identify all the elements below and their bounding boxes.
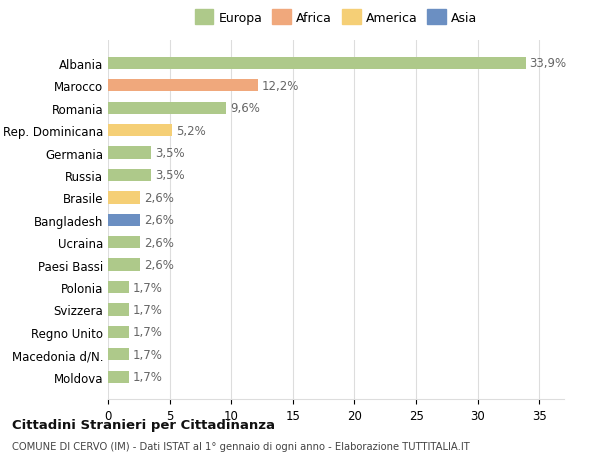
Bar <box>108 169 151 182</box>
Text: 12,2%: 12,2% <box>262 79 299 93</box>
Bar <box>108 214 140 226</box>
Bar <box>108 102 226 115</box>
Bar <box>108 57 526 70</box>
Text: 3,5%: 3,5% <box>155 147 184 160</box>
Bar <box>108 281 129 294</box>
Text: 1,7%: 1,7% <box>133 303 163 316</box>
Text: 33,9%: 33,9% <box>529 57 566 70</box>
Legend: Europa, Africa, America, Asia: Europa, Africa, America, Asia <box>192 8 480 28</box>
Text: 3,5%: 3,5% <box>155 169 184 182</box>
Bar <box>108 147 151 159</box>
Text: 5,2%: 5,2% <box>176 124 206 137</box>
Text: 1,7%: 1,7% <box>133 370 163 383</box>
Bar <box>108 348 129 361</box>
Bar <box>108 259 140 271</box>
Text: 1,7%: 1,7% <box>133 326 163 339</box>
Bar <box>108 371 129 383</box>
Text: 2,6%: 2,6% <box>144 258 173 272</box>
Text: 2,6%: 2,6% <box>144 191 173 204</box>
Bar <box>108 326 129 338</box>
Text: 2,6%: 2,6% <box>144 214 173 227</box>
Text: 9,6%: 9,6% <box>230 102 260 115</box>
Bar <box>108 80 259 92</box>
Text: COMUNE DI CERVO (IM) - Dati ISTAT al 1° gennaio di ogni anno - Elaborazione TUTT: COMUNE DI CERVO (IM) - Dati ISTAT al 1° … <box>12 441 470 451</box>
Bar <box>108 236 140 249</box>
Text: 1,7%: 1,7% <box>133 281 163 294</box>
Text: 1,7%: 1,7% <box>133 348 163 361</box>
Text: Cittadini Stranieri per Cittadinanza: Cittadini Stranieri per Cittadinanza <box>12 418 275 431</box>
Text: 2,6%: 2,6% <box>144 236 173 249</box>
Bar <box>108 125 172 137</box>
Bar <box>108 304 129 316</box>
Bar <box>108 192 140 204</box>
